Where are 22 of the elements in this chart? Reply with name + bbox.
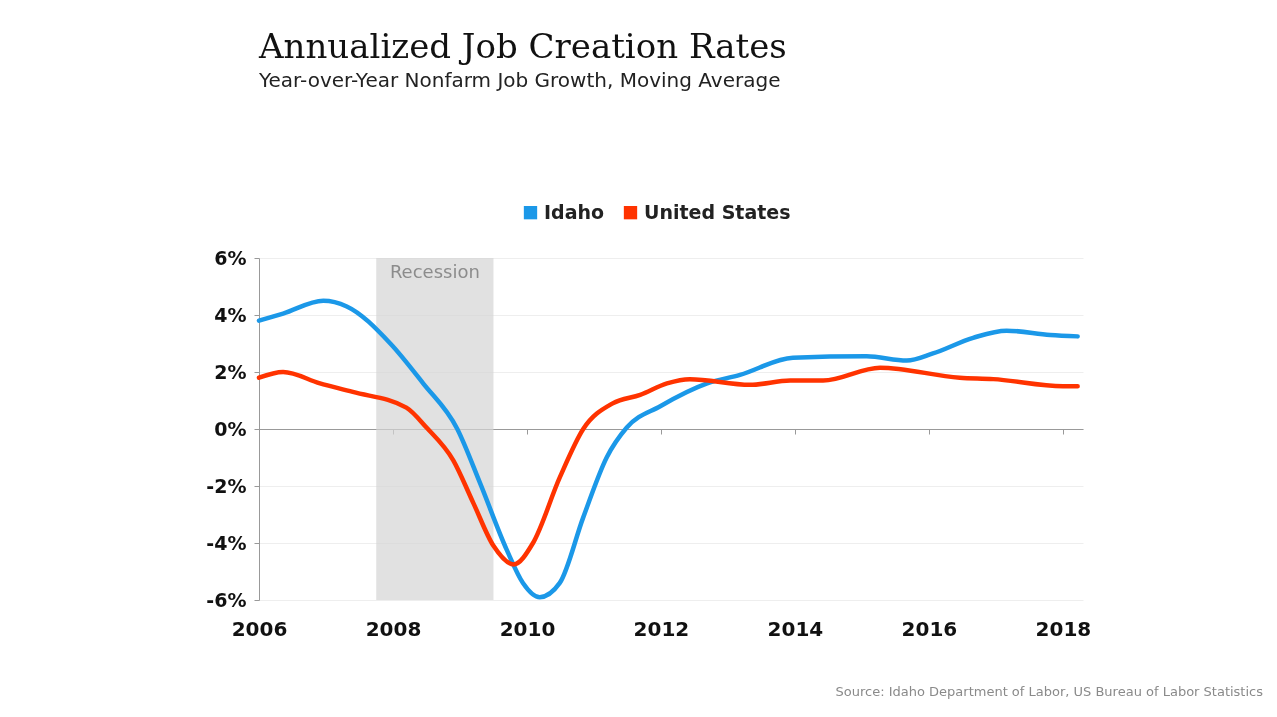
legend-label: United States bbox=[644, 200, 791, 223]
legend-label: Idaho bbox=[544, 200, 605, 223]
y-tick-label: -4% bbox=[206, 531, 247, 554]
x-tick-label: 2016 bbox=[901, 616, 958, 641]
chart-subtitle: Year-over-Year Nonfarm Job Growth, Moving Average bbox=[258, 68, 781, 92]
x-tick-label: 2010 bbox=[499, 616, 556, 641]
y-tick-label: 0% bbox=[214, 417, 247, 440]
chart-title: Annualized Job Creation Rates bbox=[258, 26, 787, 66]
y-tick-label: -2% bbox=[206, 474, 247, 497]
y-tick-label: 4% bbox=[214, 303, 247, 326]
line-series bbox=[256, 365, 1080, 567]
y-tick-label: -6% bbox=[206, 588, 247, 611]
y-tick-label: 2% bbox=[214, 360, 247, 383]
source-note: Source: Idaho Department of Labor, US Bureau of Labor Statistics bbox=[835, 684, 1263, 699]
line-series bbox=[256, 298, 1080, 600]
x-tick-label: 2018 bbox=[1035, 616, 1092, 641]
x-tick-label: 2012 bbox=[633, 616, 690, 641]
band-label: Recession bbox=[389, 261, 480, 282]
x-tick-label: 2014 bbox=[767, 616, 824, 641]
y-tick-label: 6% bbox=[214, 246, 247, 269]
x-tick-label: 2006 bbox=[231, 616, 288, 641]
x-tick-label: 2008 bbox=[365, 616, 422, 641]
